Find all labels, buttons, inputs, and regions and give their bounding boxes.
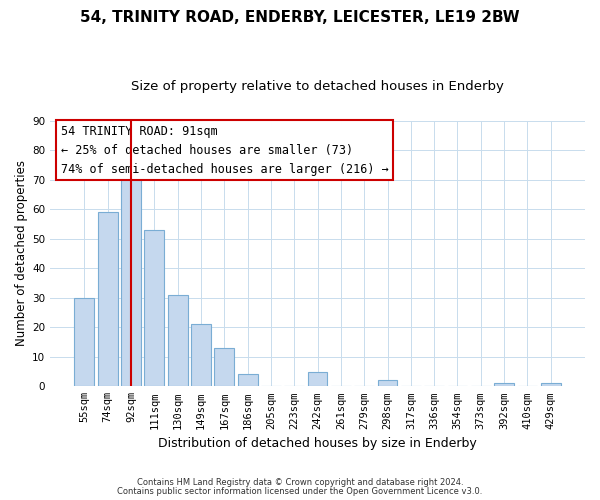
Text: Contains HM Land Registry data © Crown copyright and database right 2024.: Contains HM Land Registry data © Crown c… — [137, 478, 463, 487]
Bar — [121, 165, 141, 386]
Bar — [494, 384, 514, 386]
Y-axis label: Number of detached properties: Number of detached properties — [15, 160, 28, 346]
Bar — [214, 348, 234, 387]
Bar — [191, 324, 211, 386]
Bar — [377, 380, 397, 386]
Text: Contains public sector information licensed under the Open Government Licence v3: Contains public sector information licen… — [118, 486, 482, 496]
Bar — [74, 298, 94, 386]
Text: 54 TRINITY ROAD: 91sqm
← 25% of detached houses are smaller (73)
74% of semi-det: 54 TRINITY ROAD: 91sqm ← 25% of detached… — [61, 124, 389, 176]
Text: 54, TRINITY ROAD, ENDERBY, LEICESTER, LE19 2BW: 54, TRINITY ROAD, ENDERBY, LEICESTER, LE… — [80, 10, 520, 25]
Bar — [98, 212, 118, 386]
Bar — [308, 372, 328, 386]
Bar — [541, 384, 560, 386]
Title: Size of property relative to detached houses in Enderby: Size of property relative to detached ho… — [131, 80, 504, 93]
Bar — [168, 295, 188, 386]
Bar — [238, 374, 257, 386]
Bar — [145, 230, 164, 386]
X-axis label: Distribution of detached houses by size in Enderby: Distribution of detached houses by size … — [158, 437, 477, 450]
